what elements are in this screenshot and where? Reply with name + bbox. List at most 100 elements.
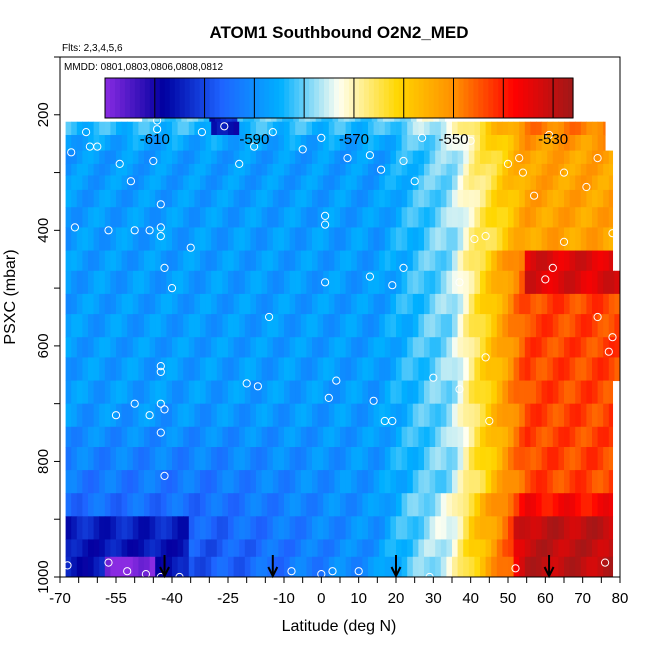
heatmap-cell xyxy=(379,380,386,405)
heatmap-cell xyxy=(132,270,139,295)
heatmap-cell xyxy=(390,493,397,517)
heatmap-cell xyxy=(76,163,83,176)
heatmap-cell xyxy=(127,207,134,228)
heatmap-cell xyxy=(384,539,391,558)
heatmap-cell xyxy=(592,121,599,136)
heatmap-cell xyxy=(530,447,537,471)
heatmap-cell xyxy=(485,357,492,382)
heatmap-cell xyxy=(530,150,537,165)
heatmap-cell xyxy=(256,516,263,540)
heatmap-cell xyxy=(586,337,593,358)
scatter-point xyxy=(265,312,274,322)
heatmap-cell xyxy=(127,250,134,272)
heatmap-cell xyxy=(166,493,173,517)
heatmap-cell xyxy=(272,250,279,272)
colorbar-cell xyxy=(413,78,420,118)
x-tick-label: -70 xyxy=(49,590,71,607)
heatmap-cell xyxy=(564,357,571,382)
heatmap-cell xyxy=(104,227,111,252)
heatmap-cell xyxy=(306,207,313,228)
heatmap-cell xyxy=(345,470,352,494)
heatmap-cell xyxy=(93,207,100,228)
heatmap-cell xyxy=(401,470,408,494)
heatmap-cell xyxy=(474,175,481,191)
heatmap-cell xyxy=(396,493,403,517)
heatmap-cell xyxy=(457,426,464,448)
heatmap-cell xyxy=(116,150,123,165)
heatmap-cell xyxy=(104,293,111,315)
heatmap-cell xyxy=(496,314,503,338)
heatmap-cell xyxy=(188,380,195,405)
heatmap-cell xyxy=(569,150,576,165)
heatmap-cell xyxy=(597,447,604,471)
scatter-point xyxy=(425,572,434,577)
heatmap-cell xyxy=(233,470,240,494)
heatmap-cell xyxy=(239,314,246,338)
heatmap-cell xyxy=(188,293,195,315)
heatmap-cell xyxy=(160,207,167,228)
heatmap-cell xyxy=(519,150,526,165)
scatter-point xyxy=(388,281,397,290)
heatmap-cell xyxy=(267,150,274,165)
heatmap-cell xyxy=(452,150,459,165)
heatmap-cell xyxy=(194,426,201,448)
heatmap-cell xyxy=(603,250,610,272)
heatmap-cell xyxy=(463,163,470,176)
heatmap-cell xyxy=(463,493,470,517)
colorbar-cell xyxy=(548,78,554,118)
heatmap-cell xyxy=(323,207,330,228)
heatmap-cell xyxy=(88,270,95,295)
colorbar-cell xyxy=(523,78,529,118)
heatmap-cell xyxy=(491,135,498,152)
scatter-point xyxy=(481,353,490,362)
heatmap-cell xyxy=(334,270,341,295)
heatmap-cell xyxy=(216,207,223,228)
heatmap-cell xyxy=(580,357,587,382)
heatmap-cell xyxy=(418,539,425,558)
colorbar-cell xyxy=(309,78,315,118)
heatmap-cell xyxy=(597,403,604,428)
heatmap-cell xyxy=(508,426,515,448)
heatmap-cell xyxy=(502,270,509,295)
heatmap-cell xyxy=(323,135,330,152)
heatmap-cell xyxy=(278,380,285,405)
heatmap-cell xyxy=(211,207,218,228)
heatmap-cell xyxy=(575,121,582,136)
colorbar-cell xyxy=(124,78,131,118)
heatmap-cell xyxy=(99,493,106,517)
heatmap-cell xyxy=(149,163,156,176)
heatmap-cell xyxy=(569,337,576,358)
colorbar-cell xyxy=(139,78,146,118)
heatmap-cell xyxy=(200,516,207,540)
heatmap-cell xyxy=(323,121,330,136)
colorbar-cell xyxy=(209,78,216,118)
colorbar-cell xyxy=(229,78,236,118)
heatmap-cell xyxy=(267,403,274,428)
heatmap-cell xyxy=(216,539,223,558)
colorbar-cell xyxy=(105,78,111,118)
scatter-point xyxy=(530,191,539,200)
heatmap-cell xyxy=(340,175,347,191)
heatmap-cell xyxy=(200,314,207,338)
heatmap-cell xyxy=(452,227,459,252)
heatmap-cell xyxy=(222,337,229,358)
heatmap-cell xyxy=(177,314,184,338)
heatmap-cell xyxy=(502,470,509,494)
heatmap-cell xyxy=(384,150,391,165)
heatmap-cell xyxy=(244,447,251,471)
heatmap-cell xyxy=(239,380,246,405)
heatmap-cell xyxy=(384,556,391,577)
heatmap-cell xyxy=(564,337,571,358)
heatmap-cell xyxy=(76,150,83,165)
heatmap-cell xyxy=(474,293,481,315)
heatmap-cell xyxy=(244,189,251,208)
heatmap-cell xyxy=(480,207,487,228)
heatmap-cell xyxy=(144,175,151,191)
heatmap-cell xyxy=(407,163,414,176)
heatmap-cell xyxy=(183,207,190,228)
heatmap-cell xyxy=(194,293,201,315)
heatmap-cell xyxy=(390,516,397,540)
scatter-point xyxy=(582,182,591,192)
heatmap-cell xyxy=(138,314,145,338)
heatmap-cell xyxy=(205,135,212,152)
